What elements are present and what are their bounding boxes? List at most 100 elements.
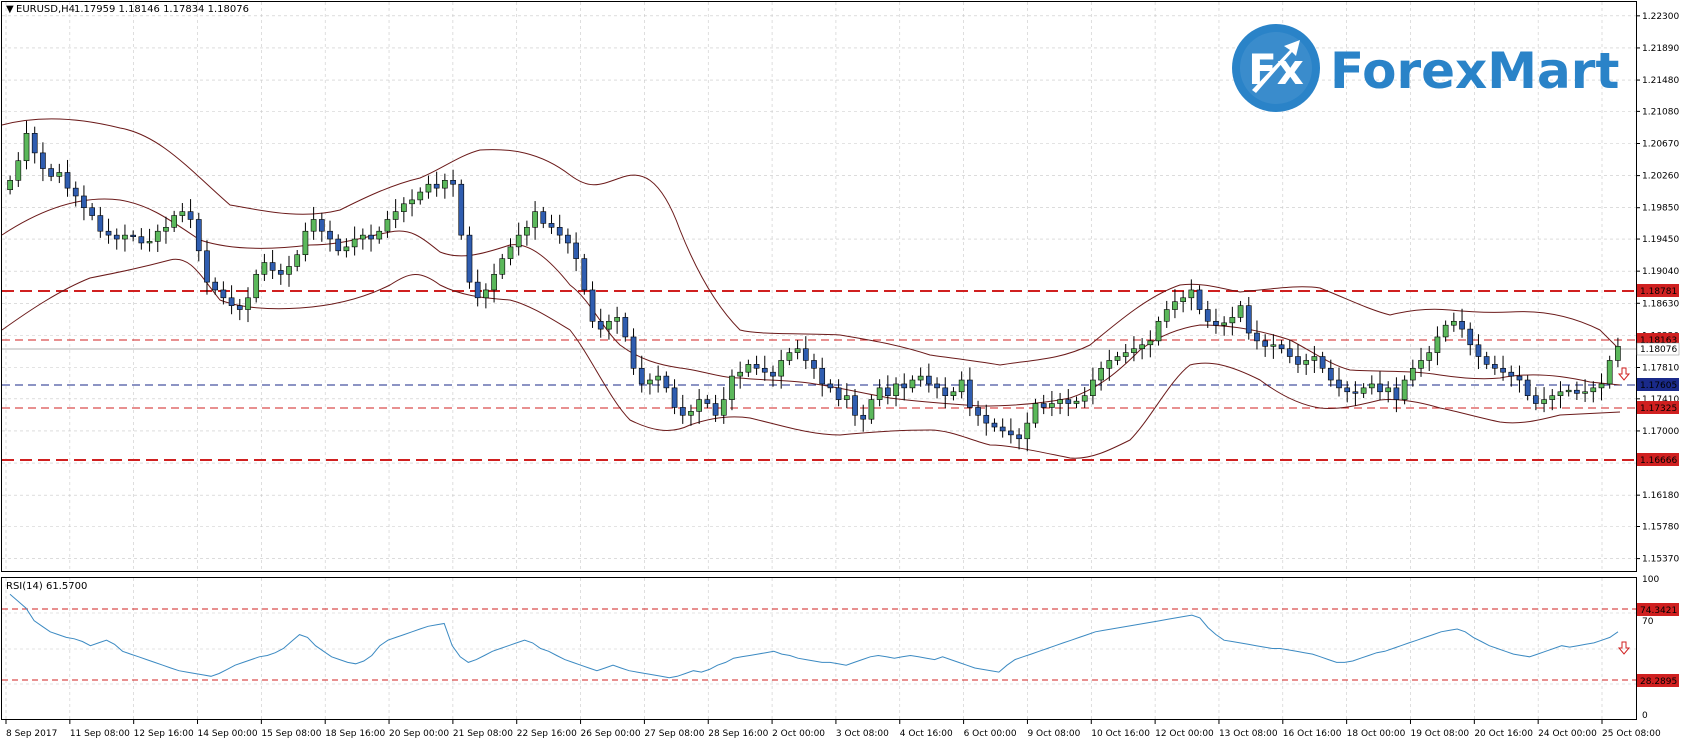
rsi-label: RSI(14) 61.5700	[6, 581, 87, 592]
candle	[425, 175, 432, 199]
candle	[1516, 365, 1523, 393]
candle	[1245, 297, 1252, 340]
candle	[1098, 361, 1104, 391]
resistance-tag-2: 1.18163	[1640, 336, 1677, 346]
candle	[1016, 428, 1022, 450]
candle	[113, 228, 120, 250]
candle	[40, 142, 46, 182]
candle	[1131, 336, 1137, 362]
candle	[1483, 351, 1490, 370]
candle	[1040, 394, 1047, 415]
candle	[1450, 312, 1457, 332]
time-tick-label: 16 Oct 16:00	[1283, 729, 1342, 739]
time-tick-label: 11 Sep 08:00	[70, 729, 130, 739]
price-tick-label: 1.20670	[1642, 139, 1679, 149]
logo-arrow-icon	[1252, 40, 1300, 93]
symbol-arrow-icon[interactable]: ▼	[6, 4, 14, 15]
rsi-panel-frame	[1, 577, 1637, 720]
candle	[1336, 367, 1342, 397]
candle	[105, 218, 112, 244]
candle	[1114, 351, 1121, 366]
candle	[409, 189, 415, 217]
price-tick-label: 1.16180	[1642, 491, 1679, 501]
price-tick-label: 1.17000	[1642, 427, 1679, 437]
candle	[852, 389, 858, 426]
candle	[967, 367, 973, 417]
candle	[1081, 387, 1088, 408]
price-tick-label: 1.21890	[1642, 44, 1679, 54]
candle	[901, 373, 908, 401]
time-tick-label: 12 Oct 00:00	[1155, 729, 1214, 739]
candle	[720, 387, 727, 424]
time-tick-label: 27 Sep 08:00	[644, 729, 704, 739]
time-tick-label: 22 Sep 16:00	[517, 729, 577, 739]
candle	[343, 238, 350, 258]
candle	[1237, 300, 1244, 323]
candle	[318, 212, 325, 242]
price-tick-label: 1.17410	[1642, 395, 1679, 405]
price-tick-label: 1.17810	[1642, 363, 1679, 373]
candle	[1213, 308, 1219, 334]
candle	[712, 394, 719, 422]
candle	[466, 226, 473, 289]
candle	[835, 379, 842, 407]
candle	[1032, 398, 1039, 428]
candle	[1073, 396, 1080, 409]
candle	[1221, 316, 1227, 336]
candle	[573, 232, 579, 272]
candle	[450, 169, 456, 197]
candle	[376, 226, 383, 244]
candle	[540, 206, 547, 229]
time-tick-label: 21 Sep 08:00	[453, 729, 513, 739]
rsi-signal-arrow-icon	[1617, 641, 1631, 655]
time-tick-label: 4 Oct 16:00	[900, 729, 953, 739]
time-tick-label: 13 Oct 08:00	[1219, 729, 1278, 739]
candle	[1508, 365, 1515, 387]
candle	[975, 400, 981, 426]
candle	[802, 336, 809, 370]
candle	[1442, 320, 1449, 342]
time-tick-label: 2 Oct 00:00	[772, 729, 825, 739]
resistance-tag-1: 1.18781	[1640, 287, 1677, 297]
candle	[1229, 306, 1236, 336]
bollinger-upper	[1, 118, 1621, 366]
candle	[1492, 355, 1498, 375]
candle	[515, 222, 522, 256]
candle	[1286, 340, 1293, 364]
support-tag-1: 1.17325	[1640, 404, 1677, 414]
support-tag-2: 1.16666	[1640, 456, 1677, 466]
price-tick-label: 1.19850	[1642, 204, 1679, 214]
candle	[597, 308, 604, 338]
time-tick-label: 10 Oct 16:00	[1091, 729, 1150, 739]
time-axis: 8 Sep 2017 11 Sep 08:00 12 Sep 16:00 14 Sep…	[5, 720, 1661, 739]
price-tick-label: 1.20260	[1642, 172, 1679, 182]
candle	[909, 375, 916, 393]
candle	[507, 238, 514, 266]
candle	[130, 230, 136, 242]
candle	[827, 379, 834, 393]
candle	[1139, 338, 1145, 360]
main-panel-frame	[1, 1, 1637, 572]
candle	[81, 185, 87, 221]
price-tick-label: 1.15370	[1642, 555, 1679, 565]
rsi-scale-0: 0	[1642, 711, 1648, 721]
candle	[163, 216, 169, 244]
time-tick-label: 25 Oct 08:00	[1602, 729, 1661, 739]
candle	[753, 355, 760, 375]
candle	[220, 281, 227, 305]
candle	[368, 224, 374, 252]
candle	[56, 163, 63, 184]
candle	[359, 228, 366, 250]
rsi-axis: 100 70 0 74.3421 28.2895	[1637, 575, 1679, 721]
candle	[1524, 375, 1531, 401]
candle	[671, 379, 678, 415]
candle	[122, 224, 128, 252]
candle	[638, 355, 645, 393]
price-tick-label: 1.21080	[1642, 107, 1679, 117]
candle	[1368, 375, 1375, 395]
candle	[548, 214, 555, 234]
candle	[277, 263, 284, 285]
rsi-tag-upper: 74.3421	[1640, 606, 1677, 616]
candle	[942, 377, 949, 409]
candle	[630, 328, 637, 375]
